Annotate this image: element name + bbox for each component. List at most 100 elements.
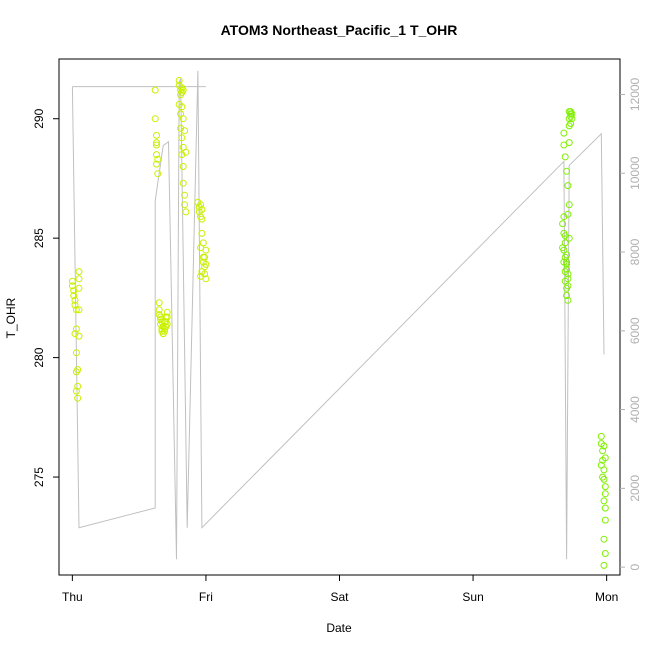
- data-point: [568, 115, 576, 123]
- data-point: [68, 282, 76, 290]
- data-point: [564, 182, 572, 190]
- data-point: [74, 366, 82, 374]
- data-point: [565, 201, 573, 209]
- data-point: [601, 504, 609, 512]
- data-point: [202, 246, 210, 254]
- data-point: [153, 160, 160, 168]
- x-tick-label: Sat: [330, 590, 349, 604]
- data-point: [151, 115, 159, 123]
- data-point: [564, 275, 572, 283]
- data-point: [601, 550, 609, 557]
- data-point: [75, 275, 83, 283]
- data-point: [561, 153, 569, 161]
- y2-tick-label: 4000: [628, 396, 642, 423]
- y2-tick-label: 2000: [628, 475, 642, 502]
- x-tick-label: Mon: [595, 590, 618, 604]
- data-point: [197, 201, 205, 209]
- data-point: [179, 86, 187, 94]
- data-point: [601, 454, 609, 462]
- data-point: [71, 296, 79, 304]
- data-point: [179, 163, 187, 170]
- data-point: [70, 292, 78, 299]
- data-point: [72, 349, 80, 357]
- data-point: [601, 490, 609, 498]
- data-point: [157, 313, 164, 321]
- data-point: [563, 251, 571, 259]
- data-point: [561, 232, 569, 240]
- data-point: [72, 306, 80, 314]
- data-point: [163, 308, 171, 316]
- data-point: [75, 268, 83, 276]
- data-point: [559, 244, 567, 252]
- data-point: [182, 148, 190, 156]
- data-point: [564, 282, 572, 290]
- y2-tick-label: 10000: [628, 156, 642, 190]
- data-point: [565, 108, 573, 116]
- data-point: [181, 201, 189, 209]
- data-point: [179, 115, 187, 123]
- data-point: [597, 432, 605, 440]
- data-point: [198, 268, 206, 276]
- data-point: [198, 229, 206, 237]
- data-point: [567, 120, 575, 127]
- y-axis-label: T_OHR: [4, 297, 18, 338]
- data-point: [154, 170, 162, 178]
- data-point: [559, 220, 567, 228]
- data-point: [163, 320, 171, 328]
- data-point: [600, 497, 608, 505]
- series-line: [71, 70, 605, 560]
- data-point: [72, 325, 80, 333]
- data-point: [599, 473, 607, 481]
- data-point: [75, 306, 83, 314]
- chart-title: ATOM3 Northeast_Pacific_1 T_OHR: [221, 22, 458, 38]
- data-point: [181, 127, 189, 135]
- data-point: [182, 208, 190, 216]
- data-point: [197, 272, 205, 280]
- x-tick-label: Thu: [62, 590, 83, 604]
- data-point: [155, 299, 163, 307]
- data-point: [564, 296, 572, 304]
- data-point: [71, 301, 79, 309]
- data-point: [151, 86, 159, 94]
- data-point: [202, 260, 210, 268]
- data-point: [599, 447, 607, 455]
- data-point: [198, 215, 206, 223]
- y2-tick-label: 8000: [628, 238, 642, 265]
- data-point: [563, 167, 571, 175]
- x-tick-label: Sun: [462, 590, 483, 604]
- y-tick-label: 280: [32, 347, 46, 367]
- data-point: [600, 561, 608, 569]
- data-point: [72, 387, 80, 395]
- data-point: [601, 483, 609, 491]
- y-tick-label: 290: [32, 108, 46, 128]
- data-point: [201, 253, 209, 261]
- data-point: [175, 77, 183, 84]
- data-point: [153, 139, 160, 147]
- data-point: [560, 129, 568, 137]
- chart-marks: [68, 70, 609, 569]
- data-point: [74, 394, 82, 402]
- data-point: [155, 306, 163, 314]
- data-point: [162, 313, 170, 321]
- data-point: [601, 516, 609, 524]
- data-point: [75, 284, 83, 292]
- data-point: [178, 103, 186, 111]
- data-point: [71, 330, 79, 338]
- data-point: [565, 139, 573, 147]
- data-point: [198, 206, 206, 213]
- data-point: [178, 134, 186, 142]
- data-point: [563, 292, 571, 299]
- data-point: [600, 442, 608, 450]
- chart-axes: Thu Fri Sat Sun Mon 275 280 285 290 0 2000 4000 6000…: [32, 77, 642, 604]
- y-tick-label: 275: [32, 467, 46, 487]
- data-point: [561, 268, 569, 276]
- data-point: [153, 131, 160, 139]
- data-point: [199, 239, 207, 247]
- data-point: [600, 535, 608, 543]
- data-point: [153, 141, 160, 149]
- data-point: [161, 327, 168, 335]
- y2-tick-label: 6000: [628, 317, 642, 344]
- data-point: [154, 155, 162, 163]
